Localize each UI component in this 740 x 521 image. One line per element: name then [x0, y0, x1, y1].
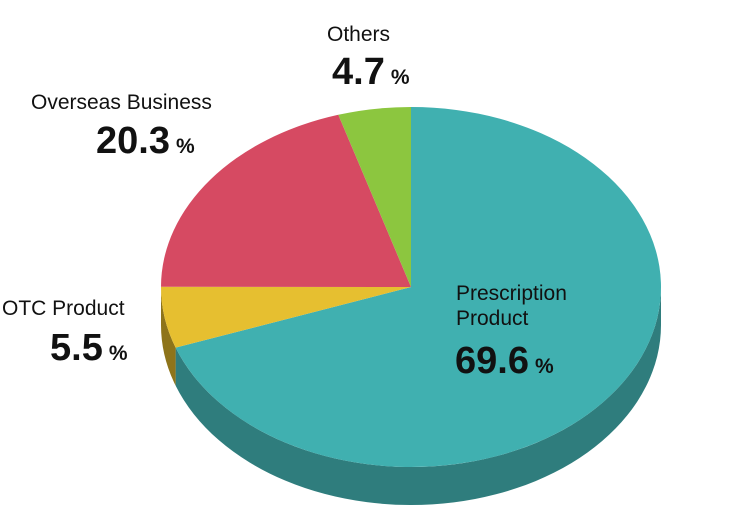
pie-slice-overseas-business	[161, 114, 411, 287]
percent-sign: %	[535, 355, 554, 378]
slice-label-overseas-business: Overseas Business 20.3%	[31, 91, 212, 162]
slice-value: 4.7	[332, 51, 385, 93]
slice-percent: 69.6%	[455, 340, 554, 382]
slice-name: Product	[456, 307, 529, 330]
slice-percent: 20.3%	[96, 120, 195, 162]
pie-slice-prescription-product	[175, 107, 662, 467]
slice-percent: 5.5%	[50, 327, 128, 369]
slice-value: 5.5	[50, 327, 103, 369]
slice-label-otc-product: OTC Product 5.5%	[2, 297, 128, 369]
slice-name: Others	[327, 23, 390, 46]
percent-sign: %	[109, 342, 128, 365]
pie-side-otc-product	[161, 287, 176, 386]
pie-sides	[161, 287, 662, 506]
slice-value: 20.3	[96, 120, 170, 162]
slice-label-others: Others 4.7%	[327, 23, 410, 93]
pie-slice-others	[338, 107, 411, 287]
pie-slice-otc-product	[161, 286, 411, 348]
slice-name: Prescription	[456, 282, 567, 305]
percent-sign: %	[176, 135, 195, 158]
slice-name: Overseas Business	[31, 91, 212, 114]
slice-name: OTC Product	[2, 297, 125, 320]
percent-sign: %	[391, 66, 410, 89]
pie-side-prescription-product	[175, 287, 662, 506]
slice-percent: 4.7%	[332, 51, 410, 93]
pie-slices	[161, 107, 662, 467]
slice-value: 69.6	[455, 340, 529, 382]
